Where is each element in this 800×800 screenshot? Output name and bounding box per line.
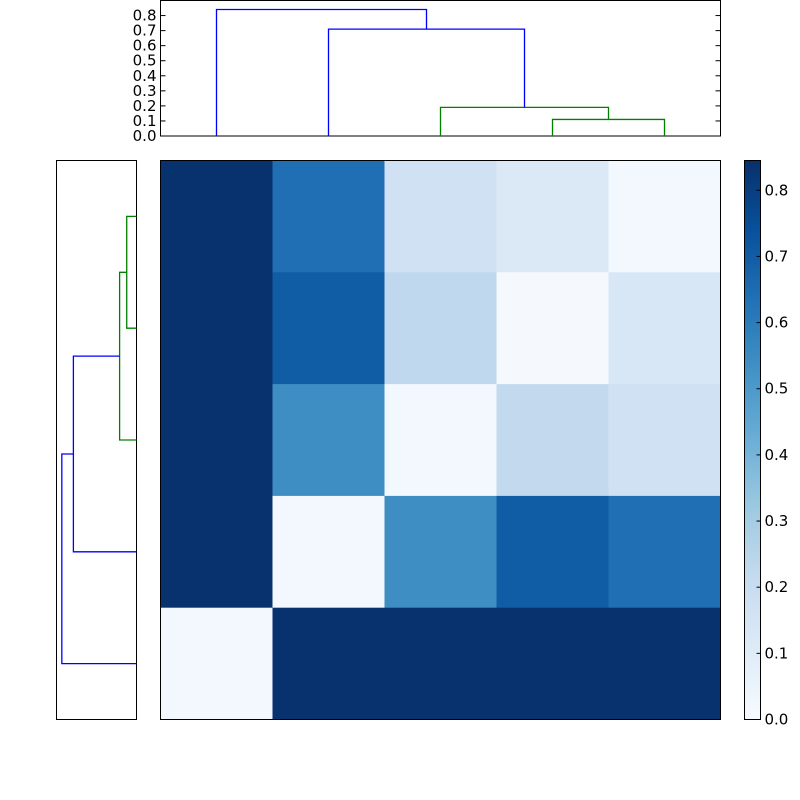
- left-dendrogram-links: [61, 215, 137, 665]
- top-dendrogram-yticks: 0.00.10.20.30.40.50.60.70.8: [133, 7, 721, 145]
- colorbar: 0.0 0.1 0.2 0.3 0.4 0.5 0.6 0.7 0.8: [744, 160, 789, 729]
- heatmap-cell-r4-c0: [160, 607, 273, 720]
- top-dendrogram-link-0: [551, 118, 666, 136]
- top-ytick-label: 0.0: [133, 127, 157, 145]
- colorbar-tick-label: 0.2: [765, 578, 789, 596]
- heatmap: [160, 160, 721, 720]
- heatmap-cell-r2-c2: [384, 384, 497, 497]
- colorbar-gradient: [744, 160, 761, 720]
- heatmap-cell-r4-c2: [384, 607, 497, 720]
- heatmap-cell-r2-c4: [608, 384, 721, 497]
- heatmap-cell-r4-c3: [496, 607, 609, 720]
- heatmap-cell-r3-c3: [496, 495, 609, 609]
- heatmap-cell-r0-c0: [160, 160, 273, 273]
- top-dendrogram-link-2: [327, 28, 526, 136]
- top-ytick-label: 0.2: [133, 97, 157, 115]
- colorbar-tick-label: 0.7: [765, 247, 789, 265]
- top-ytick-label: 0.8: [133, 7, 157, 25]
- heatmap-cell-r2-c3: [496, 384, 609, 497]
- top-ytick-label: 0.5: [133, 52, 157, 70]
- heatmap-cell-r1-c0: [160, 272, 273, 385]
- heatmap-cell-r3-c1: [272, 495, 385, 609]
- heatmap-cell-r2-c0: [160, 384, 273, 497]
- heatmap-cell-r1-c2: [384, 272, 497, 385]
- colorbar-tick-label: 0.5: [765, 380, 789, 398]
- top-dendrogram-link-1: [439, 106, 610, 136]
- heatmap-cell-r3-c4: [608, 495, 721, 609]
- left-dendrogram-link-1: [118, 271, 137, 441]
- left-dendrogram: [56, 160, 137, 720]
- top-dendrogram-links: [215, 8, 666, 136]
- left-dendrogram-link-3: [61, 453, 137, 665]
- left-dendrogram-link-0: [126, 215, 137, 329]
- heatmap-cell-r1-c1: [272, 272, 385, 385]
- heatmap-cell-r3-c2: [384, 495, 497, 609]
- heatmap-cell-r1-c4: [608, 272, 721, 385]
- colorbar-tick-label: 0.0: [765, 711, 789, 729]
- top-ytick-label: 0.3: [133, 82, 157, 100]
- heatmap-cell-r1-c3: [496, 272, 609, 385]
- colorbar-tick-label: 0.3: [765, 512, 789, 530]
- top-ytick-label: 0.4: [133, 67, 157, 85]
- heatmap-frame: [160, 160, 721, 720]
- colorbar-tick-label: 0.8: [765, 181, 789, 199]
- heatmap-cell-r4-c1: [272, 607, 385, 720]
- heatmap-cell-r3-c0: [160, 495, 273, 609]
- heatmap-cell-r2-c1: [272, 384, 385, 497]
- left-dendrogram-link-2: [72, 355, 137, 553]
- heatmap-cells: [160, 160, 721, 720]
- colorbar-tick-label: 0.4: [765, 446, 789, 464]
- heatmap-cell-r0-c3: [496, 160, 609, 273]
- colorbar-ticks: 0.0 0.1 0.2 0.3 0.4 0.5 0.6 0.7 0.8: [756, 181, 789, 729]
- heatmap-cell-r0-c1: [272, 160, 385, 273]
- colorbar-tick-label: 0.1: [765, 644, 789, 662]
- top-dendrogram-link-3: [215, 8, 428, 136]
- top-ytick-label: 0.7: [133, 22, 157, 40]
- heatmap-cell-r0-c4: [608, 160, 721, 273]
- top-dendrogram: 0.00.10.20.30.40.50.60.70.8: [133, 0, 721, 145]
- heatmap-cell-r4-c4: [608, 607, 721, 720]
- heatmap-cell-r0-c2: [384, 160, 497, 273]
- colorbar-tick-label: 0.6: [765, 314, 789, 332]
- top-ytick-label: 0.1: [133, 112, 157, 130]
- top-ytick-label: 0.6: [133, 37, 157, 55]
